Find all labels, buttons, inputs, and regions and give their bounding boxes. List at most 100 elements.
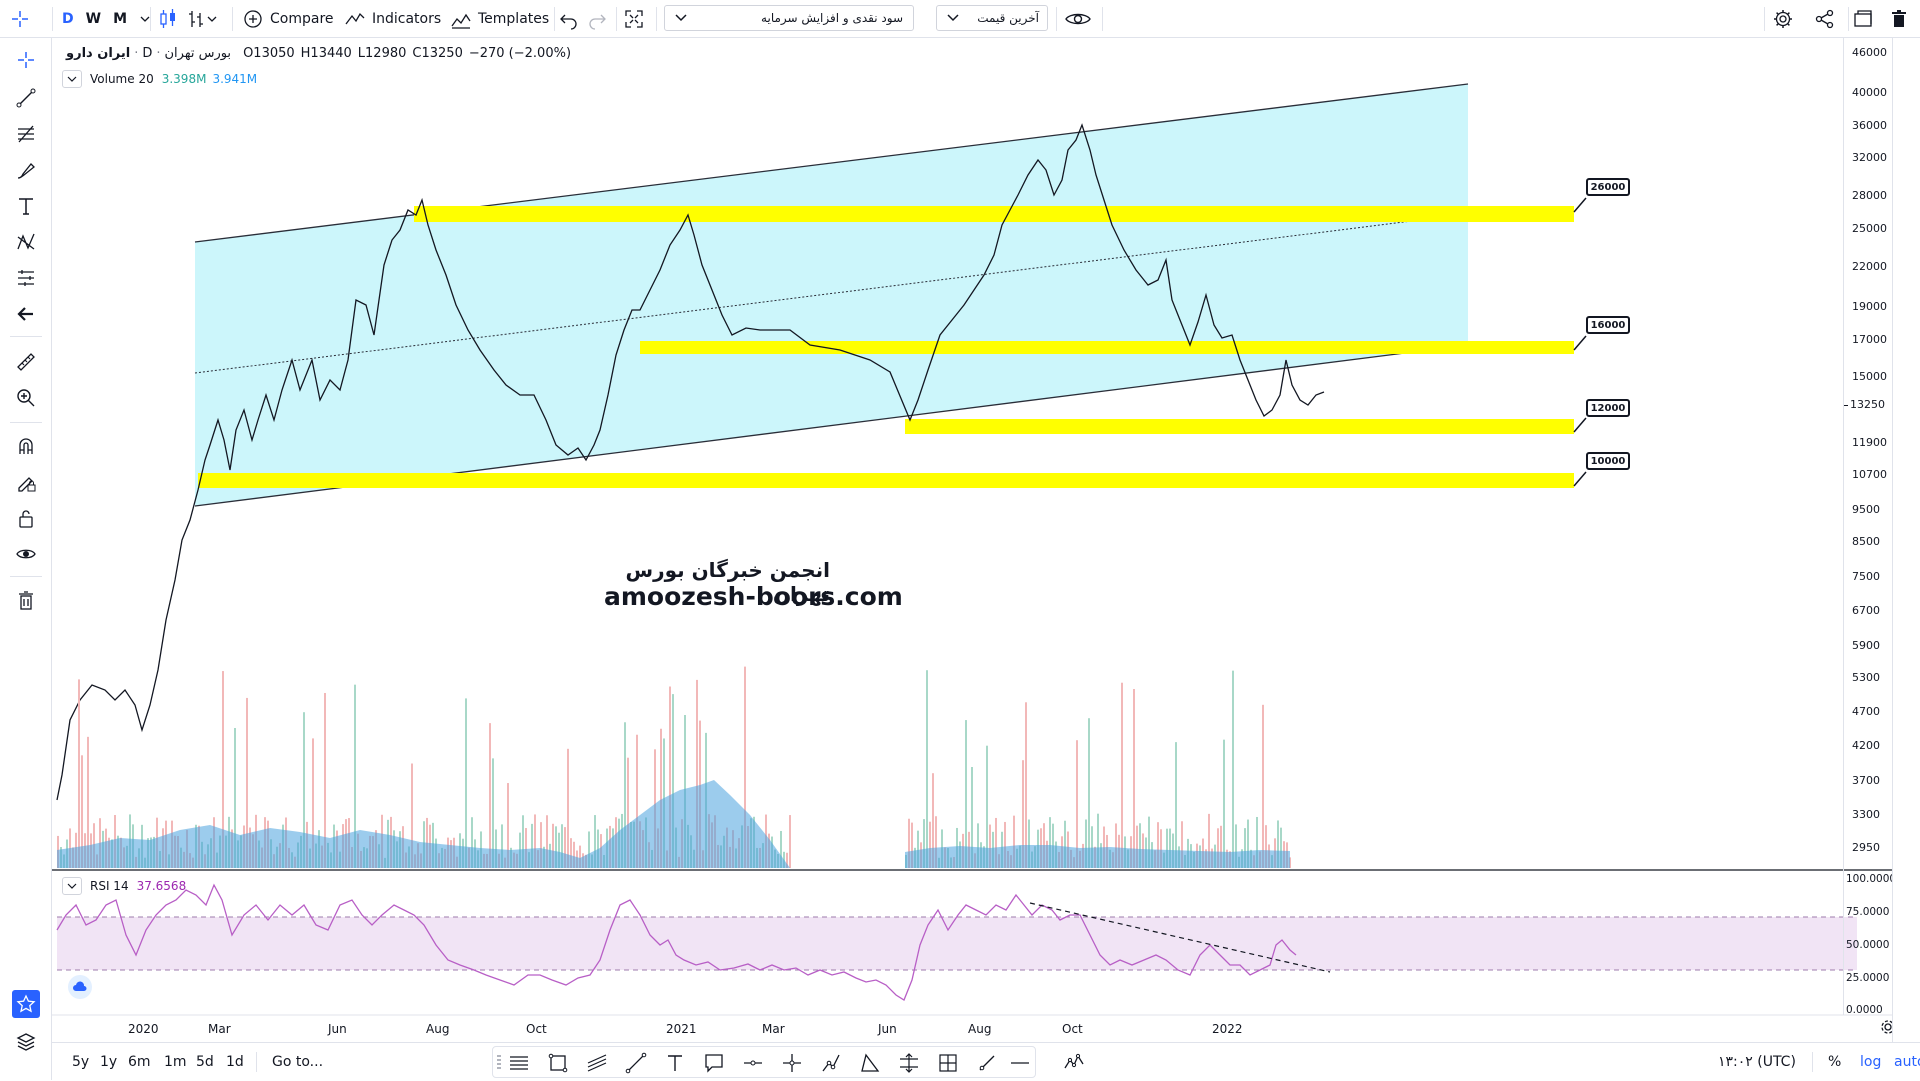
price-axis-label: 46000	[1852, 46, 1887, 59]
rsi-series[interactable]	[56, 883, 1297, 1001]
text-tool-icon[interactable]	[663, 1051, 687, 1075]
crosshair-icon[interactable]	[8, 0, 32, 38]
range-5y[interactable]: 5y	[72, 1054, 90, 1070]
pattern-icon[interactable]	[14, 230, 38, 254]
redo-icon[interactable]	[586, 0, 608, 38]
price-source-dropdown[interactable]: آخرین قیمت	[936, 5, 1048, 31]
fib-retracement-icon[interactable]	[14, 122, 38, 146]
collapse-chevron-icon[interactable]	[62, 877, 82, 895]
ruler-icon[interactable]	[14, 350, 38, 374]
range-1d[interactable]: 1d	[226, 1054, 244, 1070]
collapse-chevron-icon[interactable]	[62, 70, 82, 88]
triangle-pattern-icon[interactable]	[858, 1051, 882, 1075]
cross-line-icon[interactable]	[780, 1051, 804, 1075]
zone-16000[interactable]	[640, 341, 1574, 354]
compare-button[interactable]: Compare	[242, 0, 334, 38]
timeframe-day[interactable]: D	[62, 11, 74, 27]
symbol-name[interactable]: ایران دارو	[66, 46, 131, 61]
price-series[interactable]	[56, 123, 1325, 801]
volume-bar	[303, 712, 305, 868]
crosshair-icon[interactable]	[14, 48, 38, 72]
volume-bar	[120, 837, 122, 868]
callout-icon[interactable]	[702, 1051, 726, 1075]
arrow-left-icon[interactable]	[14, 302, 38, 326]
volume-bar	[246, 697, 248, 868]
percent-scale-toggle[interactable]: %	[1828, 1054, 1842, 1070]
text-tool-icon[interactable]	[14, 194, 38, 218]
horizontal-lines-icon[interactable]	[507, 1051, 531, 1075]
range-1m[interactable]: 1m	[164, 1054, 187, 1070]
magnet-icon[interactable]	[14, 434, 38, 458]
zone-26000[interactable]	[414, 206, 1574, 222]
trash-icon[interactable]	[14, 588, 38, 612]
candles-icon[interactable]	[158, 0, 178, 38]
log-scale-toggle[interactable]: log	[1860, 1054, 1882, 1070]
indicator-dropdown[interactable]: سود نقدی و افزایش سرمایه	[664, 5, 914, 31]
eye-icon[interactable]	[1064, 0, 1092, 38]
channel-mid-line[interactable]	[194, 213, 1469, 374]
timeframe-chevron-down-icon[interactable]	[139, 13, 151, 25]
volume-label[interactable]: Volume 20	[90, 72, 154, 86]
zoom-icon[interactable]	[14, 386, 38, 410]
elliott-wave-icon[interactable]	[1062, 1050, 1086, 1074]
volume-bar	[414, 854, 416, 868]
rsi-axis[interactable]: 100.0000 75.0000 50.0000 25.0000 0.0000	[1843, 870, 1896, 1016]
range-5d[interactable]: 5d	[196, 1054, 214, 1070]
ray-icon[interactable]	[975, 1051, 999, 1075]
rsi-trend-line[interactable]	[1029, 902, 1331, 973]
utc-clock[interactable]: ۱۳:۰۲ (UTC)	[1718, 1054, 1796, 1070]
path-icon[interactable]	[819, 1051, 843, 1075]
drag-handle-icon[interactable]	[497, 1055, 501, 1071]
cloud-icon[interactable]	[68, 975, 92, 999]
channel-lower-line[interactable]	[194, 344, 1469, 507]
volume-bar	[621, 813, 623, 868]
price-axis[interactable]: 46000 40000 36000 32000 28000 25000 22000 19000…	[1843, 38, 1892, 870]
gann-box-icon[interactable]	[936, 1051, 960, 1075]
rectangle-icon[interactable]	[546, 1051, 570, 1075]
favorite-star-icon[interactable]	[12, 990, 40, 1018]
undo-icon[interactable]	[558, 0, 580, 38]
eye-icon[interactable]	[14, 542, 38, 566]
horizontal-ray-icon[interactable]	[741, 1051, 765, 1075]
volume-bar	[777, 853, 779, 868]
zone-10000[interactable]	[198, 473, 1574, 488]
lock-drawing-icon[interactable]	[14, 470, 38, 494]
indicators-button[interactable]: Indicators	[344, 0, 441, 38]
forecast-icon[interactable]	[14, 266, 38, 290]
time-axis[interactable]: 2020 Mar Jun Aug Oct 2021 Mar Jun Aug Oct 2022	[52, 1015, 1843, 1042]
horizontal-line-icon[interactable]	[1008, 1051, 1032, 1075]
screenshot-icon[interactable]	[1852, 0, 1874, 38]
zone-12000[interactable]	[905, 419, 1574, 434]
price-callout-12000[interactable]: 12000	[1586, 399, 1630, 417]
volume-bar	[1064, 820, 1066, 868]
volume-bar	[923, 819, 925, 868]
price-callout-26000[interactable]: 26000	[1586, 178, 1630, 196]
bars-style-icon[interactable]	[188, 0, 218, 38]
share-icon[interactable]	[1814, 0, 1836, 38]
fullscreen-icon[interactable]	[622, 0, 646, 38]
brush-icon[interactable]	[14, 158, 38, 182]
timeframe-month[interactable]: M	[113, 11, 128, 27]
channel-upper-line[interactable]	[194, 83, 1469, 243]
auto-scale-toggle[interactable]: auto	[1894, 1054, 1920, 1070]
range-1y[interactable]: 1y	[100, 1054, 118, 1070]
range-6m[interactable]: 6m	[128, 1054, 151, 1070]
volume-bar	[231, 829, 233, 868]
parallel-channel-icon[interactable]	[585, 1051, 609, 1075]
goto-button[interactable]: Go to...	[272, 1054, 324, 1070]
volume-bar	[465, 698, 467, 868]
date-price-range-icon[interactable]	[897, 1051, 921, 1075]
timeframe-week[interactable]: W	[85, 11, 102, 27]
volume-bar	[1067, 831, 1069, 868]
trend-line-icon[interactable]	[14, 86, 38, 110]
trend-line-icon[interactable]	[624, 1051, 648, 1075]
rsi-label[interactable]: RSI 14	[90, 879, 129, 893]
trash-icon[interactable]	[1888, 0, 1910, 38]
unlock-icon[interactable]	[14, 506, 38, 530]
price-callout-16000[interactable]: 16000	[1586, 316, 1630, 334]
settings-gear-icon[interactable]	[1772, 0, 1794, 38]
layers-icon[interactable]	[14, 1030, 38, 1054]
templates-button[interactable]: Templates	[450, 0, 549, 38]
price-callout-10000[interactable]: 10000	[1586, 452, 1630, 470]
